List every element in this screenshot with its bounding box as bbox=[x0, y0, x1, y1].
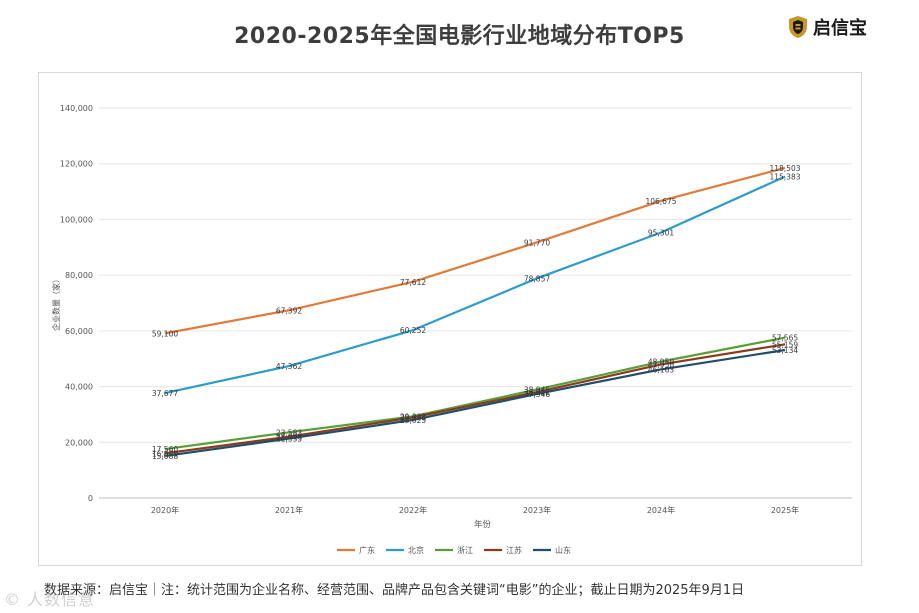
data-label: 57,565 bbox=[772, 334, 798, 343]
chart-frame: 0 20,000 40,000 60,000 80,000 100,000 120,000 1… bbox=[38, 72, 862, 566]
data-label: 77,612 bbox=[400, 278, 426, 287]
data-label: 16,050 bbox=[152, 449, 178, 458]
data-label: 67,392 bbox=[276, 306, 302, 315]
data-label: 29,303 bbox=[400, 412, 426, 421]
legend-item: 浙江 bbox=[457, 545, 473, 555]
x-tick-label: 2023年 bbox=[523, 505, 551, 515]
y-tick-label: 100,000 bbox=[60, 215, 93, 224]
legend-item: 北京 bbox=[408, 545, 424, 555]
data-label: 38,945 bbox=[524, 386, 550, 395]
page-title: 2020-2025年全国电影行业地域分布TOP5 bbox=[234, 24, 685, 49]
brand-logo: 启信宝 bbox=[787, 14, 867, 40]
data-label: 95,301 bbox=[648, 229, 674, 238]
x-tick-label: 2020年 bbox=[151, 505, 179, 515]
brand-name: 启信宝 bbox=[813, 18, 867, 39]
x-tick-label: 2022年 bbox=[399, 505, 427, 515]
x-tick-label: 2021年 bbox=[275, 505, 303, 515]
data-label: 28,946 bbox=[400, 413, 426, 422]
data-label: 91,770 bbox=[524, 238, 550, 247]
legend-item: 山东 bbox=[555, 545, 571, 555]
data-label: 55,159 bbox=[772, 340, 798, 349]
source-note: 数据来源：启信宝｜注：统计范围为企业名称、经营范围、品牌产品包含关键词“电影”的… bbox=[44, 583, 745, 598]
y-tick-label: 40,000 bbox=[65, 383, 93, 392]
y-tick-label: 60,000 bbox=[65, 327, 93, 336]
data-label: 22,008 bbox=[276, 433, 302, 442]
data-label: 21,335 bbox=[276, 435, 302, 444]
data-label: 47,950 bbox=[648, 360, 674, 369]
shield-logo-icon bbox=[787, 15, 809, 39]
data-label: 47,362 bbox=[276, 362, 302, 371]
series-line-江苏 bbox=[164, 343, 786, 455]
data-label: 46,163 bbox=[648, 365, 674, 374]
data-label: 48,950 bbox=[648, 358, 674, 367]
data-label: 37,677 bbox=[152, 389, 178, 398]
data-label: 37,346 bbox=[524, 390, 550, 399]
data-label: 59,100 bbox=[152, 329, 178, 338]
y-axis-title: 企业数量（家） bbox=[51, 275, 61, 331]
data-label: 15,088 bbox=[152, 452, 178, 461]
data-label: 60,252 bbox=[400, 326, 426, 335]
data-label: 118,503 bbox=[769, 164, 800, 173]
x-axis-title: 年份 bbox=[474, 519, 492, 530]
data-label: 17,560 bbox=[152, 445, 178, 454]
series-line-广东 bbox=[164, 166, 786, 335]
series-line-浙江 bbox=[164, 336, 786, 451]
series-line-山东 bbox=[164, 348, 786, 458]
x-tick-label: 2024年 bbox=[647, 505, 675, 515]
y-tick-label: 120,000 bbox=[60, 160, 93, 169]
data-label: 106,675 bbox=[645, 197, 676, 206]
line-chart: 0 20,000 40,000 60,000 80,000 100,000 120,000 1… bbox=[51, 104, 852, 555]
data-label: 28,025 bbox=[400, 416, 426, 425]
watermark: © 人数信意 bbox=[4, 590, 96, 609]
y-tick-label: 0 bbox=[88, 494, 93, 503]
data-label: 38,012 bbox=[524, 388, 550, 397]
y-tick-label: 80,000 bbox=[65, 271, 93, 280]
legend-item: 广东 bbox=[359, 545, 375, 555]
series-line-北京 bbox=[164, 175, 786, 395]
y-tick-label: 20,000 bbox=[65, 438, 93, 447]
x-tick-label: 2025年 bbox=[771, 505, 799, 515]
data-label: 53,134 bbox=[772, 346, 798, 355]
data-label: 23,583 bbox=[276, 428, 302, 437]
y-tick-label: 140,000 bbox=[60, 104, 93, 113]
legend-item: 江苏 bbox=[506, 545, 522, 555]
data-label: 115,383 bbox=[769, 173, 800, 182]
data-label: 78,857 bbox=[524, 274, 550, 283]
